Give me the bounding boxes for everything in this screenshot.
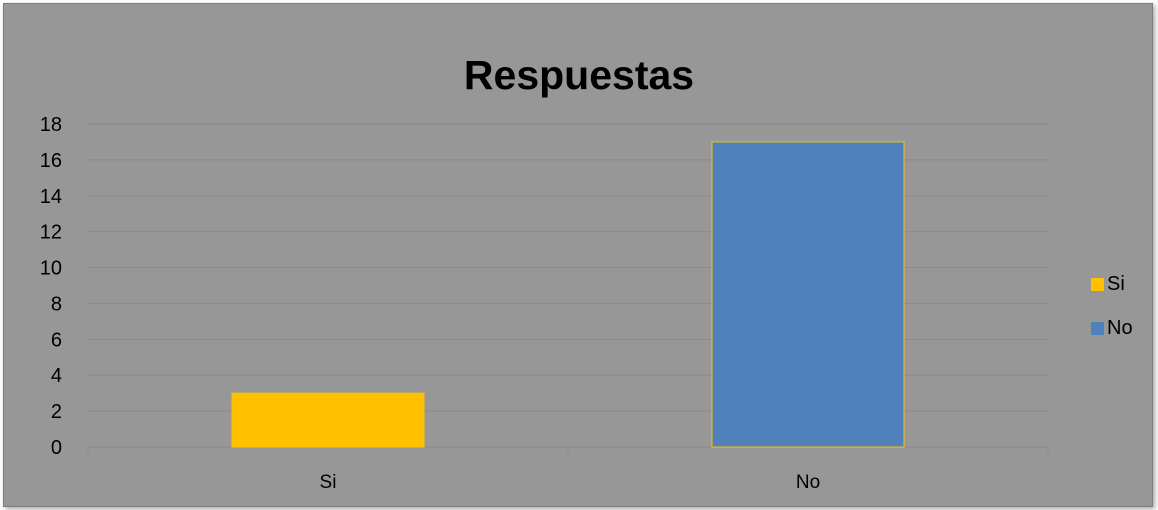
y-tick-label: 14 (40, 186, 62, 208)
legend-label-si: Si (1107, 272, 1125, 295)
y-tick-label: 18 (40, 114, 62, 136)
legend-item-si: Si (1091, 272, 1133, 296)
legend-swatch-no (1091, 321, 1104, 335)
legend-item-no: No (1091, 316, 1133, 340)
plot-area: 0 2 4 6 8 10 12 14 16 18 Si No (40, 114, 1049, 493)
bar-no (711, 141, 905, 448)
legend-label-no: No (1107, 316, 1133, 339)
y-tick-label: 16 (40, 150, 62, 172)
chart-area: Respuestas 0 2 4 6 8 10 12 14 16 18 Si No Si No (3, 3, 1153, 507)
y-tick-label: 0 (51, 437, 62, 459)
y-tick-label: 10 (40, 258, 62, 280)
y-tick-label: 2 (51, 401, 62, 423)
x-category-label: No (796, 472, 820, 493)
y-tick-label: 8 (51, 293, 62, 315)
chart-title: Respuestas (463, 52, 695, 98)
legend-swatch-si (1091, 277, 1104, 291)
legend: Si No (1091, 272, 1133, 360)
y-tick-label: 4 (51, 365, 62, 387)
bar-si (231, 392, 425, 448)
y-tick-label: 12 (40, 222, 62, 244)
y-tick-label: 6 (51, 329, 62, 351)
x-category-label: Si (320, 472, 337, 493)
